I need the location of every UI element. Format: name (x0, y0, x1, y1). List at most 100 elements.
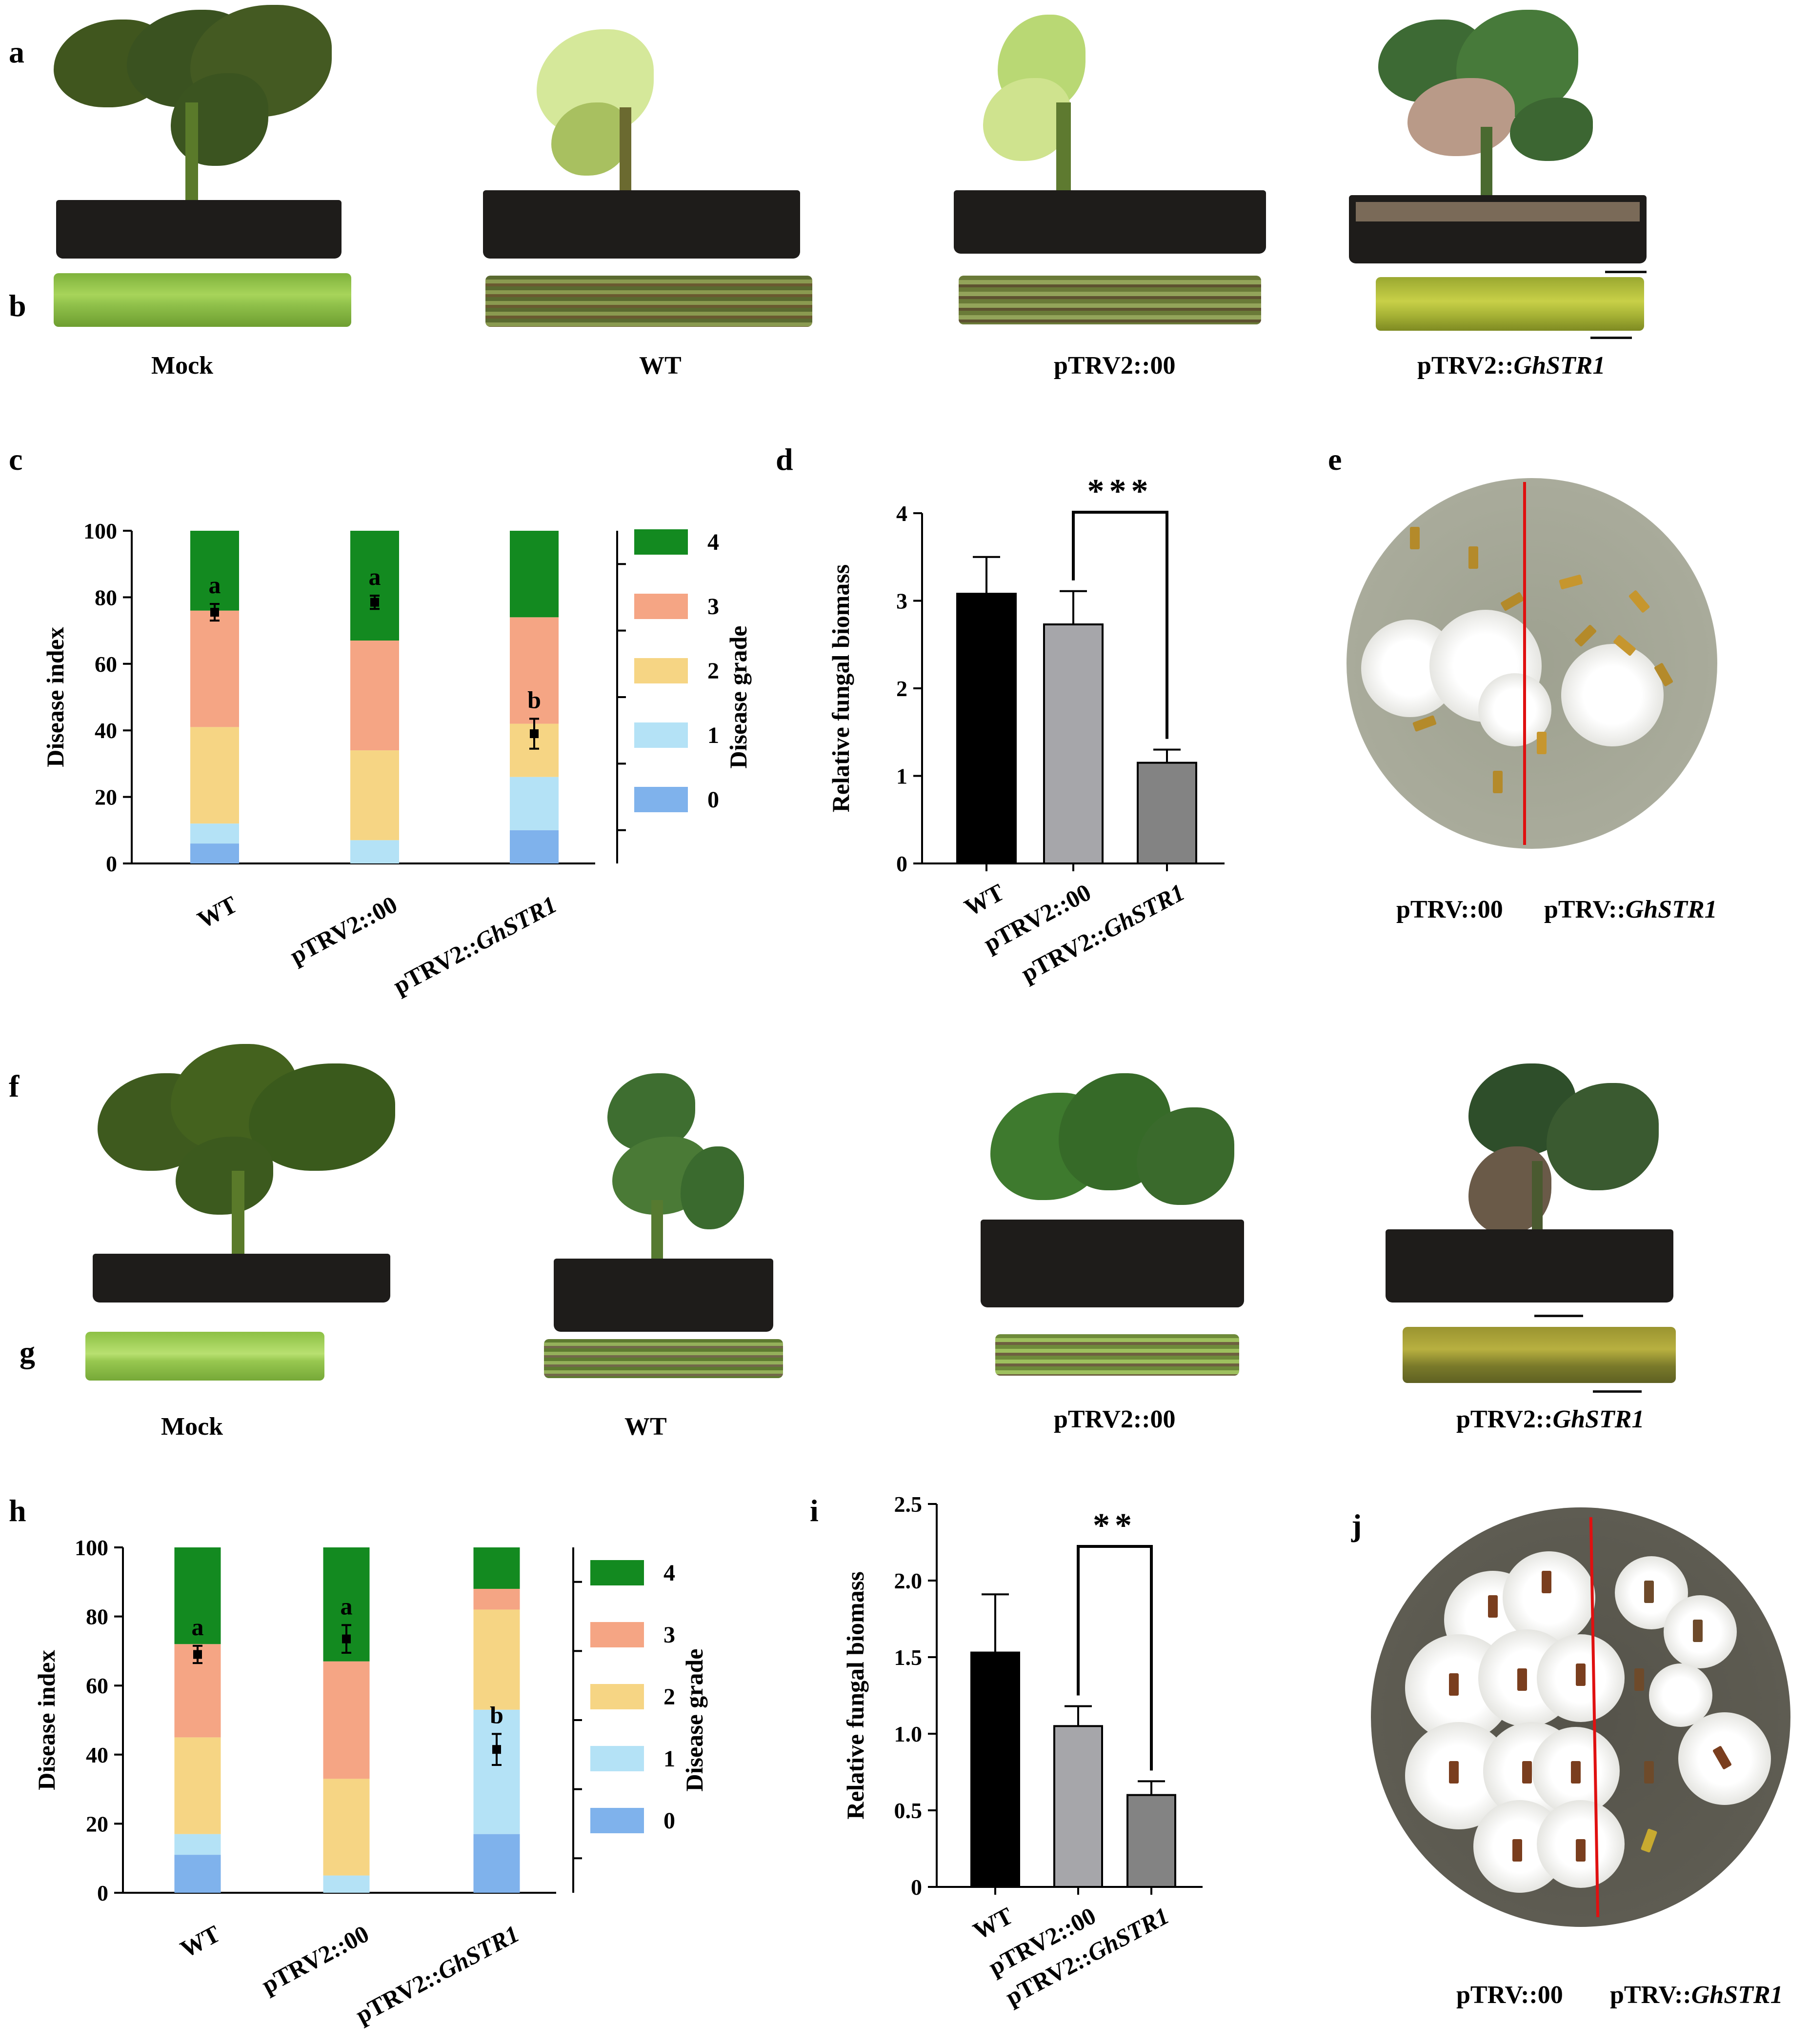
plant-photo-wt-f (554, 1063, 773, 1332)
legend-swatch-grade-1 (634, 722, 688, 748)
stacked-bar-segment-grade-4 (174, 1547, 221, 1644)
legend-label: 4 (663, 1560, 675, 1586)
plate-label-ptrv-00-j: pTRV::00 (1456, 1981, 1563, 2009)
y-tick-label: 2.5 (894, 1492, 923, 1517)
legend-swatch-grade-1 (590, 1746, 644, 1771)
stacked-bar-segment-grade-0 (473, 1834, 520, 1893)
panel-label-i: i (810, 1493, 819, 1528)
significance-letter: a (209, 571, 221, 599)
panel-label-b: b (9, 288, 26, 323)
y2-axis-title: Disease grade (681, 1649, 708, 1792)
significance-letter: a (369, 563, 381, 590)
panel-label-d: d (776, 442, 793, 477)
stacked-bar-segment-grade-4 (473, 1547, 520, 1589)
plate-label-ptrv-ghstr1-e: pTRV::GhSTR1 (1544, 896, 1717, 923)
bar (1126, 1794, 1176, 1888)
y-tick-label: 3 (896, 589, 907, 614)
y-tick-label: 40 (95, 718, 117, 743)
stem-section-mock-g (85, 1332, 324, 1381)
stacked-bar-segment-grade-2 (473, 1609, 520, 1710)
photo-label-ptrv2-00: pTRV2::00 (1054, 352, 1176, 380)
x-tick-label: WT (968, 1902, 1017, 1945)
legend-label: 3 (663, 1622, 675, 1648)
disease-index-point (492, 1745, 501, 1754)
stacked-bar-segment-grade-0 (174, 1855, 221, 1893)
stacked-bar-segment-grade-3 (510, 617, 559, 724)
legend-swatch-grade-4 (634, 529, 688, 555)
stacked-bar-segment-grade-1 (174, 1834, 221, 1855)
bar (1137, 761, 1197, 864)
legend-label: 4 (707, 529, 719, 555)
scale-bar (1593, 1390, 1642, 1393)
stacked-bar-segment-grade-4 (510, 531, 559, 618)
y-axis-title: Disease index (33, 1650, 60, 1790)
stacked-bar-segment-grade-0 (190, 843, 239, 863)
plant-photo-ptrv2-00-f (981, 1063, 1244, 1312)
legend-swatch-grade-2 (634, 658, 688, 683)
legend-label: 1 (707, 722, 719, 748)
y-tick-label: 20 (95, 785, 117, 810)
stacked-bar-segment-grade-3 (190, 610, 239, 727)
stacked-bar-segment-grade-1 (510, 777, 559, 830)
photo-label-wt: WT (639, 352, 682, 380)
stem-section-ptrv2-ghstr1-g (1403, 1327, 1676, 1383)
y-tick-label: 1.0 (894, 1722, 923, 1746)
stacked-bar-segment-grade-1 (323, 1875, 370, 1893)
stacked-bar-segment-grade-3 (323, 1661, 370, 1779)
legend-label: 1 (663, 1746, 675, 1772)
panel-label-g: g (20, 1335, 35, 1369)
plate-divider-line (1523, 482, 1526, 845)
disease-index-point (370, 598, 379, 607)
fungal-colony (1503, 1551, 1595, 1644)
y-axis-title: Relative fungal biomass (827, 564, 854, 812)
legend-swatch-grade-4 (590, 1560, 644, 1585)
plate-label-ptrv-00-e: pTRV::00 (1396, 896, 1503, 923)
y-tick-label: 60 (86, 1673, 108, 1698)
y-tick-label: 1.5 (894, 1645, 923, 1670)
panel-label-f: f (9, 1069, 20, 1103)
panel-label-a: a (9, 35, 24, 69)
significance-stars: *** (1087, 473, 1153, 510)
panel-label-c: c (9, 442, 23, 477)
plant-photo-ptrv2-ghstr1-a (1349, 10, 1647, 263)
photo-label-ptrv2-00-g: pTRV2::00 (1054, 1405, 1176, 1433)
legend-label: 3 (707, 594, 719, 620)
y-axis-title: Disease index (41, 627, 69, 767)
fungal-colony (1649, 1663, 1712, 1727)
significance-letter: b (490, 1701, 503, 1728)
stacked-bar-segment-grade-4 (190, 531, 239, 611)
petri-dish-e (1347, 478, 1717, 849)
panel-label-h: h (9, 1493, 26, 1528)
y-tick-label: 0 (97, 1881, 108, 1905)
stacked-bar-segment-grade-2 (174, 1737, 221, 1834)
y-tick-label: 4 (896, 501, 907, 526)
plant-photo-mock-a (54, 5, 346, 259)
legend-label: 0 (707, 787, 719, 813)
y-tick-label: 100 (75, 1535, 108, 1560)
plant-photo-wt-a (483, 29, 800, 259)
disease-index-point (210, 608, 219, 617)
y-tick-label: 0 (896, 851, 907, 876)
stacked-bar-segment-grade-2 (190, 727, 239, 824)
legend-swatch-grade-2 (590, 1684, 644, 1709)
scale-bar (1590, 337, 1632, 339)
legend-label: 0 (663, 1808, 675, 1834)
stacked-bar-segment-grade-2 (350, 750, 399, 841)
stacked-bar-segment-grade-1 (473, 1709, 520, 1834)
y-tick-label: 60 (95, 652, 117, 677)
stacked-bar-segment-grade-1 (190, 823, 239, 844)
y2-axis-title: Disease grade (724, 626, 752, 769)
y-tick-label: 20 (86, 1811, 108, 1836)
y-tick-label: 0 (106, 851, 117, 876)
y-tick-label: 80 (95, 585, 117, 610)
disease-index-point (530, 729, 539, 739)
fungal-colony (1561, 644, 1664, 746)
y-tick-label: 0.5 (894, 1798, 923, 1823)
photo-label-mock-g: Mock (161, 1413, 223, 1441)
significance-letter: a (192, 1613, 204, 1641)
stacked-bar-segment-grade-1 (350, 840, 399, 863)
scale-bar (1534, 1315, 1583, 1317)
significance-letter: b (527, 686, 541, 713)
